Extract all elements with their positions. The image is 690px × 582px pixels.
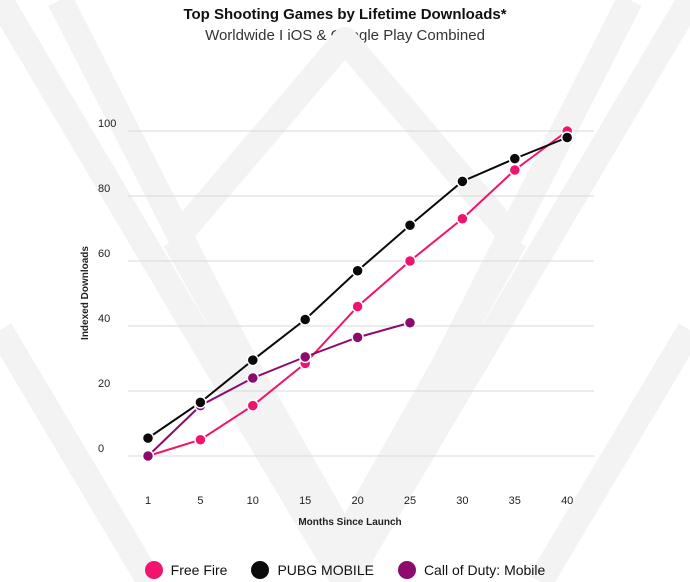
y-tick-labels: 0 20 40 60 80 100 — [98, 118, 116, 455]
point-pubg-mobile-30[interactable] — [456, 175, 469, 188]
point-pubg-mobile-1[interactable] — [141, 431, 155, 445]
x-tick-label-10: 10 — [247, 495, 259, 507]
watermark-stroke-5 — [163, 233, 527, 553]
legend-label-pubg-mobile: PUBG MOBILE — [277, 562, 374, 578]
point-free-fire-30[interactable] — [456, 212, 469, 225]
point-pubg-mobile-5[interactable] — [194, 396, 207, 409]
series-line-call-of-duty-mobile — [147, 321, 411, 457]
point-free-fire-10[interactable] — [246, 399, 260, 412]
point-free-fire-5[interactable] — [194, 433, 207, 446]
series-points — [141, 124, 574, 463]
x-tick-label-1: 1 — [145, 495, 151, 507]
x-tick-label-20: 20 — [351, 495, 363, 507]
y-tick-label-100: 100 — [98, 118, 116, 130]
point-pubg-mobile-25[interactable] — [403, 219, 417, 232]
point-call-of-duty-mobile-15[interactable] — [298, 350, 312, 364]
point-pubg-mobile-35[interactable] — [508, 152, 522, 165]
legend-swatch-call-of-duty-mobile — [397, 561, 416, 579]
y-axis-label: Indexed Downloads — [80, 246, 91, 340]
x-tick-label-5: 5 — [197, 495, 203, 507]
point-pubg-mobile-20[interactable] — [351, 264, 364, 277]
point-call-of-duty-mobile-1[interactable] — [141, 449, 155, 463]
point-free-fire-20[interactable] — [351, 300, 364, 313]
watermark-stroke-7 — [528, 323, 690, 582]
legend: Free Fire PUBG MOBILE Call of Duty: Mobi… — [0, 561, 690, 579]
point-call-of-duty-mobile-25[interactable] — [403, 316, 417, 329]
legend-swatch-pubg-mobile — [251, 561, 270, 579]
legend-item-pubg-mobile[interactable]: PUBG MOBILE — [251, 561, 374, 579]
x-tick-label-40: 40 — [561, 495, 573, 507]
chart-title: Top Shooting Games by Lifetime Downloads… — [183, 6, 507, 23]
watermark-stroke-1 — [333, 0, 690, 582]
legend-label-free-fire: Free Fire — [170, 562, 228, 578]
y-tick-label-60: 60 — [98, 248, 110, 260]
legend-item-free-fire[interactable]: Free Fire — [144, 561, 228, 579]
point-free-fire-25[interactable] — [403, 254, 417, 268]
point-pubg-mobile-10[interactable] — [246, 353, 260, 367]
x-axis-label: Months Since Launch — [298, 517, 401, 528]
y-tick-label-80: 80 — [98, 183, 110, 195]
point-free-fire-35[interactable] — [508, 163, 522, 177]
gridlines — [128, 130, 594, 457]
point-pubg-mobile-15[interactable] — [298, 313, 312, 326]
x-tick-label-15: 15 — [299, 495, 311, 507]
legend-swatch-free-fire — [144, 561, 163, 579]
watermark-stroke-6 — [0, 323, 162, 582]
legend-label-call-of-duty-mobile: Call of Duty: Mobile — [423, 562, 546, 578]
watermark-stroke-4 — [165, 27, 525, 249]
legend-item-call-of-duty-mobile[interactable]: Call of Duty: Mobile — [397, 561, 546, 579]
x-tick-label-35: 35 — [509, 495, 521, 507]
x-tick-labels: 1 5 10 15 20 25 30 35 40 — [145, 495, 573, 507]
y-tick-label-20: 20 — [98, 378, 110, 390]
y-tick-label-40: 40 — [98, 313, 110, 325]
y-tick-label-0: 0 — [98, 443, 104, 455]
watermark-stroke-0 — [0, 0, 357, 582]
point-call-of-duty-mobile-10[interactable] — [246, 371, 260, 385]
x-tick-label-25: 25 — [404, 495, 416, 507]
point-call-of-duty-mobile-20[interactable] — [351, 331, 364, 344]
x-tick-label-30: 30 — [456, 495, 468, 507]
point-pubg-mobile-40[interactable] — [560, 131, 574, 144]
